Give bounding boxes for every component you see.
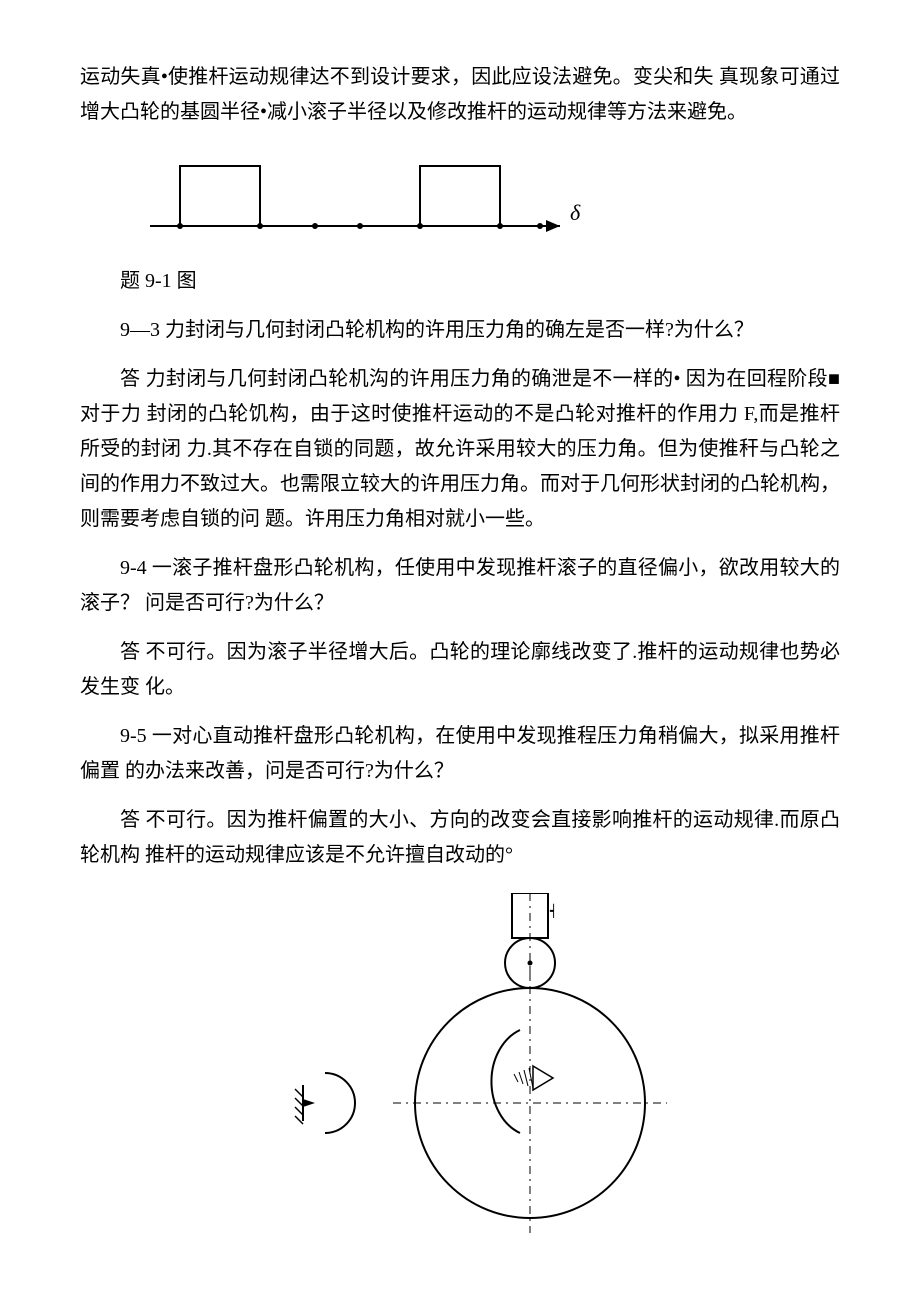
svg-text:┥: ┥	[549, 903, 557, 918]
figure-9-1: δ	[120, 144, 840, 254]
answer-9-3: 答 力封闭与几何封闭凸轮机沟的许用压力角的确泄是不一样的• 因为在回程阶段■对于…	[80, 362, 840, 537]
question-9-5: 9-5 一对心直动推杆盘形凸轮机构，在使用中发现推程压力角稍偏大，拟采用推杆偏置…	[80, 719, 840, 789]
answer-9-5: 答 不可行。因为推杆偏置的大小、方向的改变会直接影响推杆的运动规律.而原凸轮机构…	[80, 803, 840, 873]
paragraph-intro: 运动失真•使推杆运动规律达不到设计要求，因此应设法避免。变尖和失 真现象可通过增…	[80, 60, 840, 130]
answer-9-4: 答 不可行。因为滚子半径增大后。凸轮的理论廓线改变了.推杆的运动规律也势必发生变…	[80, 635, 840, 705]
question-9-4: 9-4 一滚子推杆盘形凸轮机构，任使用中发现推杆滚子的直径偏小，欲改用较大的滚子…	[80, 551, 840, 621]
figure-9-1-caption: 题 9-1 图	[80, 264, 840, 299]
figure-cam-mechanism: ┥	[80, 893, 840, 1233]
svg-text:δ: δ	[570, 200, 581, 225]
question-9-3: 9—3 力封闭与几何封闭凸轮机构的许用压力角的确左是否一样?为什么？	[80, 313, 840, 348]
